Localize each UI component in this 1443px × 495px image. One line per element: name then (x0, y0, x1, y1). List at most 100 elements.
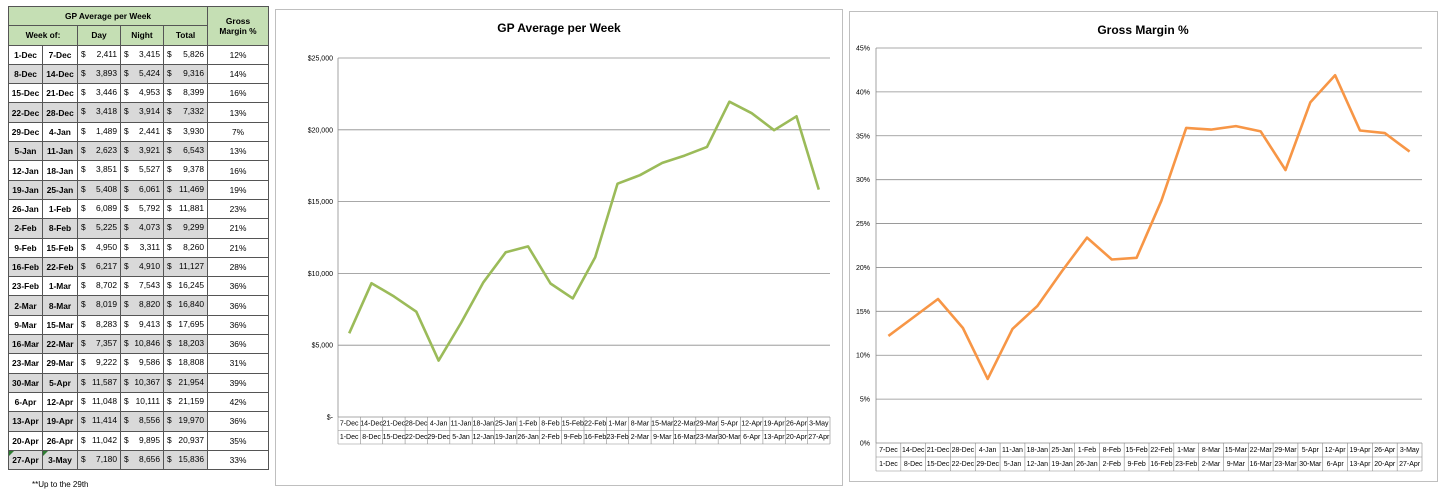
y-tick-label: 0% (860, 441, 870, 448)
gross-margin-cell: 7% (207, 121, 270, 143)
footnote: **Up to the 29th (32, 480, 89, 489)
total-amount: 18,808 (178, 357, 205, 368)
table-row: 9-Feb 15-Feb $4,950 $3,311 $8,260 21% (8, 237, 270, 258)
y-tick-label: 10% (856, 353, 870, 360)
currency-symbol: $ (124, 125, 129, 136)
week-start-cell: 12-Jan (8, 160, 43, 181)
currency-symbol: $ (124, 318, 129, 329)
currency-symbol: $ (124, 87, 129, 98)
day-amount: 3,851 (96, 164, 117, 175)
night-cell: $5,424 (120, 63, 164, 85)
week-start-cell: 20-Apr (8, 430, 43, 451)
week-end-cell: 18-Jan (42, 160, 78, 181)
gross-margin-cell: 35% (207, 430, 270, 451)
week-start-cell: 15-Dec (8, 83, 43, 104)
x-tick-label-top: 15-Feb (562, 421, 584, 428)
gross-margin-cell: 36% (207, 276, 270, 297)
currency-symbol: $ (81, 67, 86, 78)
currency-symbol: $ (167, 357, 172, 368)
week-end-cell: 1-Feb (42, 198, 78, 220)
total-cell: $21,954 (162, 372, 209, 393)
currency-symbol: $ (167, 145, 172, 156)
currency-symbol: $ (81, 183, 86, 194)
x-tick-label-bottom: 26-Jan (1076, 461, 1098, 468)
total-amount: 5,826 (183, 48, 205, 59)
night-amount: 4,073 (139, 222, 160, 233)
day-cell: $11,414 (77, 411, 121, 432)
day-amount: 11,414 (92, 415, 117, 426)
currency-symbol: $ (124, 145, 129, 156)
x-tick-label-top: 22-Mar (674, 421, 697, 428)
x-tick-label-bottom: 12-Jan (1027, 461, 1049, 468)
currency-symbol: $ (124, 48, 129, 59)
table-row: 20-Apr 26-Apr $11,042 $9,895 $20,937 35% (8, 430, 270, 451)
night-cell: $10,367 (120, 372, 164, 393)
x-tick-label-top: 11-Jan (1002, 447, 1023, 454)
total-amount: 16,840 (178, 299, 205, 310)
day-amount: 5,408 (96, 183, 117, 194)
total-cell: $9,299 (162, 218, 209, 239)
day-amount: 7,180 (96, 453, 117, 464)
night-cell: $5,527 (120, 160, 164, 181)
week-start-cell: 29-Dec (8, 121, 43, 143)
x-tick-label-top: 22-Feb (1150, 447, 1172, 454)
y-tick-label: 15% (856, 309, 870, 316)
total-cell: $20,937 (162, 430, 209, 451)
total-amount: 17,695 (178, 318, 205, 329)
day-amount: 2,411 (96, 48, 117, 59)
night-amount: 8,820 (139, 299, 160, 310)
x-tick-label-bottom: 19-Jan (1051, 461, 1073, 468)
week-end-cell: 12-Apr (42, 391, 78, 413)
night-cell: $10,846 (120, 334, 164, 355)
x-tick-label-top: 3-May (809, 421, 829, 428)
currency-symbol: $ (124, 434, 129, 445)
total-cell: $18,808 (162, 353, 209, 374)
x-tick-label-bottom: 16-Feb (1150, 461, 1172, 468)
gross-margin-cell: 39% (207, 372, 270, 393)
night-cell: $8,556 (120, 411, 164, 432)
x-tick-label-bottom: 13-Apr (1349, 461, 1371, 468)
currency-symbol: $ (167, 338, 172, 349)
total-cell: $7,332 (162, 102, 209, 123)
gp-table: GP Average per Week Gross Margin % Week … (7, 5, 270, 471)
x-tick-label-top: 8-Mar (1202, 447, 1221, 454)
night-amount: 3,921 (139, 145, 160, 156)
header-gm-line2: Margin % (219, 25, 257, 36)
day-amount: 3,446 (96, 87, 117, 98)
day-amount: 8,283 (96, 318, 117, 329)
week-end-cell: 3-May (42, 449, 78, 471)
y-tick-label: 45% (856, 46, 870, 53)
day-cell: $3,851 (77, 160, 121, 181)
x-tick-label-top: 4-Jan (979, 447, 997, 454)
series-line (348, 100, 821, 362)
day-cell: $3,446 (77, 83, 121, 104)
x-tick-label-top: 28-Dec (405, 421, 428, 428)
night-cell: $10,111 (120, 391, 164, 413)
x-tick-label-top: 15-Mar (651, 421, 674, 428)
week-start-cell: 16-Feb (8, 256, 43, 278)
x-tick-label-top: 5-Apr (1302, 447, 1320, 454)
x-tick-label-bottom: 8-Dec (904, 461, 923, 468)
x-tick-label-top: 25-Jan (1051, 447, 1073, 454)
x-tick-label-top: 3-May (1400, 447, 1420, 454)
currency-symbol: $ (81, 338, 86, 349)
x-tick-label-top: 8-Mar (631, 421, 650, 428)
x-tick-label-bottom: 12-Jan (473, 434, 495, 441)
day-cell: $6,089 (77, 198, 121, 220)
currency-symbol: $ (81, 164, 86, 175)
day-amount: 2,623 (96, 145, 117, 156)
night-cell: $8,656 (120, 449, 164, 471)
x-tick-label-bottom: 9-Feb (564, 434, 582, 441)
gross-margin-cell: 36% (207, 295, 270, 316)
week-start-cell: 13-Apr (8, 411, 43, 432)
night-cell: $7,543 (120, 276, 164, 297)
currency-symbol: $ (124, 241, 129, 252)
day-amount: 1,489 (96, 125, 117, 136)
x-tick-label-bottom: 22-Dec (405, 434, 428, 441)
total-cell: $15,836 (162, 449, 209, 471)
week-start-cell: 22-Dec (8, 102, 43, 123)
x-tick-label-top: 1-Mar (608, 421, 627, 428)
day-amount: 5,225 (96, 222, 117, 233)
currency-symbol: $ (81, 145, 86, 156)
series-line (887, 73, 1411, 381)
